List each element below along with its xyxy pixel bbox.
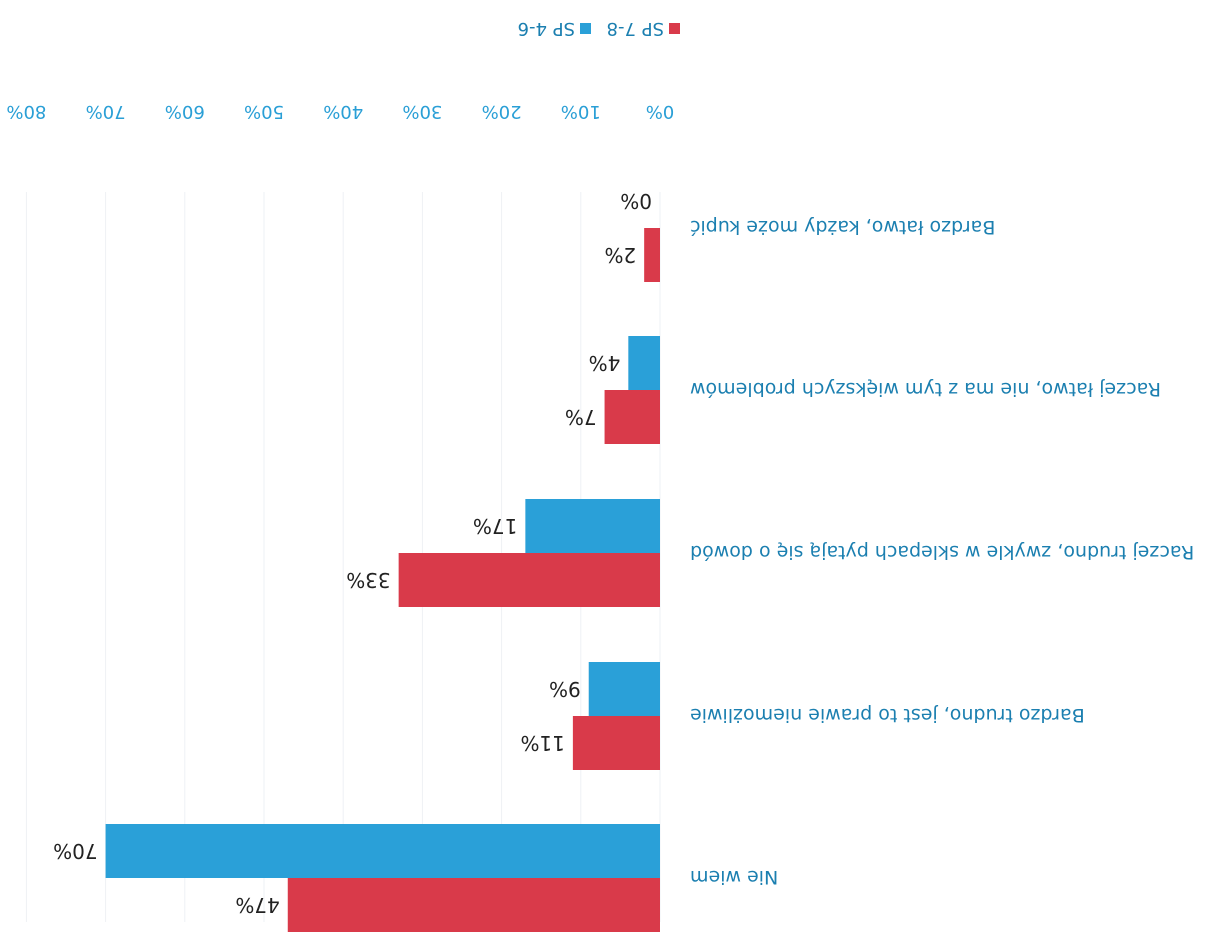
axis-tick-label: 60% (165, 101, 205, 122)
axis-tick-label: 10% (561, 101, 601, 122)
data-label-sp-4-6: 4% (589, 351, 621, 375)
category-label: Raczej trudno, zwykle w sklepach pytają … (690, 541, 1194, 563)
bar-sp-4-6 (628, 336, 660, 390)
legend-swatch-sp-4-6 (580, 23, 591, 34)
legend-label-sp-7-8: SP 7-8 (607, 18, 664, 39)
data-label-sp-7-8: 7% (565, 405, 597, 429)
bar-sp-4-6 (105, 824, 660, 878)
category-label: Raczej łatwo, nie ma z tym większych pro… (690, 378, 1161, 400)
category-label: Nie wiem (690, 866, 778, 888)
bar-sp-7-8 (644, 228, 660, 282)
data-label-sp-7-8: 33% (346, 568, 390, 592)
axis-tick-label: 50% (244, 101, 284, 122)
data-label-sp-7-8: 2% (604, 243, 636, 267)
grid-layer (25, 192, 661, 922)
bar-sp-7-8 (604, 390, 660, 444)
axis-tick-label: 30% (402, 101, 442, 122)
axis-tick-label: 0% (646, 101, 675, 122)
bar-sp-7-8 (572, 716, 660, 770)
legend-label-sp-4-6: SP 4-6 (518, 18, 575, 39)
data-label-sp-4-6: 17% (473, 514, 517, 538)
legend: SP 7-8 SP 4-6 (518, 18, 680, 39)
legend-swatch-sp-7-8 (669, 23, 680, 34)
axis-tick-label: 20% (482, 101, 522, 122)
category-label: Bardzo łatwo, każdy może kupić (690, 216, 995, 238)
category-label: Bardzo trudno, jest to prawie niemożliwi… (690, 704, 1085, 726)
data-label-sp-4-6: 9% (549, 677, 581, 701)
bars-layer (105, 228, 660, 932)
bar-sp-4-6 (525, 499, 660, 553)
bar-sp-7-8 (398, 553, 660, 607)
bar-sp-4-6 (588, 662, 660, 716)
bar-sp-7-8 (287, 878, 660, 932)
axis-tick-label: 40% (323, 101, 363, 122)
axis-tick-label: 80% (6, 101, 46, 122)
labels-layer: 0% 10% 20% 30% 40% 50% 60% 70% 80% 47% 70% Nie wiem… (6, 101, 1194, 917)
data-label-sp-7-8: 11% (520, 731, 564, 755)
axis-tick-label: 70% (86, 101, 126, 122)
data-label-sp-4-6: 0% (620, 189, 652, 213)
data-label-sp-7-8: 47% (235, 893, 279, 917)
data-label-sp-4-6: 70% (53, 839, 97, 863)
